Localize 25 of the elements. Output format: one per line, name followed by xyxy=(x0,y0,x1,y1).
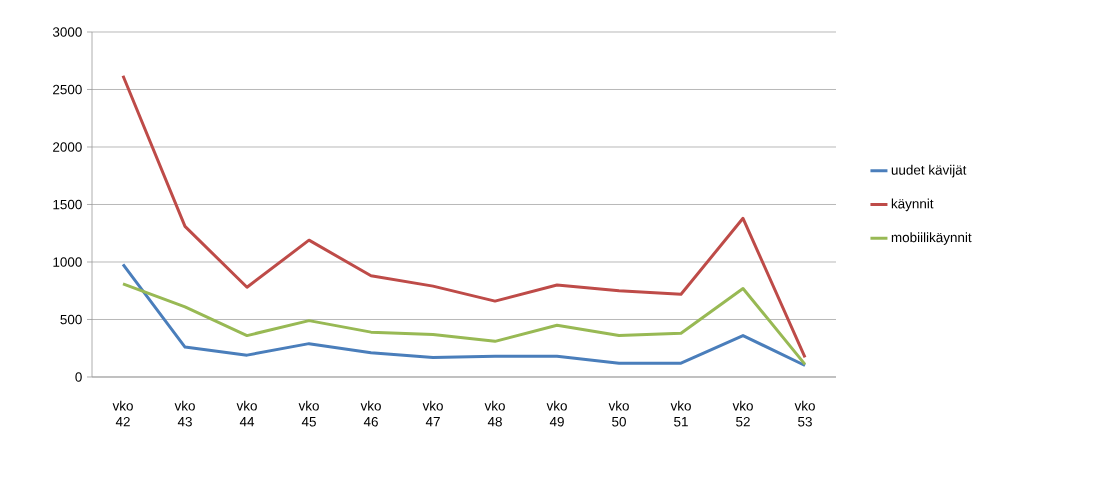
x-tick-label: vko 48 xyxy=(484,400,505,427)
x-tick-label: vko 50 xyxy=(608,400,629,427)
x-tick-label: vko 44 xyxy=(236,400,257,427)
x-tick-label: vko 47 xyxy=(422,400,443,427)
x-tick-label: vko 49 xyxy=(546,400,567,427)
x-tick-label: vko 51 xyxy=(670,400,691,427)
y-tick-label: 2000 xyxy=(53,142,82,152)
x-tick-label: vko 42 xyxy=(112,400,133,427)
x-tick-label: vko 52 xyxy=(732,400,753,427)
line-series xyxy=(121,74,807,359)
y-tick-label: 3000 xyxy=(52,27,82,37)
y-tick-label: 1500 xyxy=(53,199,82,210)
y-tick-label: 0 xyxy=(75,372,82,382)
legend-label: käynnit xyxy=(891,198,934,212)
y-tick-label: 2500 xyxy=(53,84,82,95)
x-tick-label: vko 43 xyxy=(174,400,195,427)
legend-label: uudet kävijät xyxy=(891,164,967,178)
legend-label: mobiilikäynnit xyxy=(891,232,972,245)
line-series xyxy=(121,282,807,366)
y-tick-label: 1000 xyxy=(53,257,82,267)
x-tick-label: vko 53 xyxy=(794,400,815,427)
y-tick-label: 500 xyxy=(60,314,82,325)
x-tick-label: vko 45 xyxy=(298,400,319,427)
line-series xyxy=(121,262,807,367)
x-tick-label: vko 46 xyxy=(360,400,381,427)
